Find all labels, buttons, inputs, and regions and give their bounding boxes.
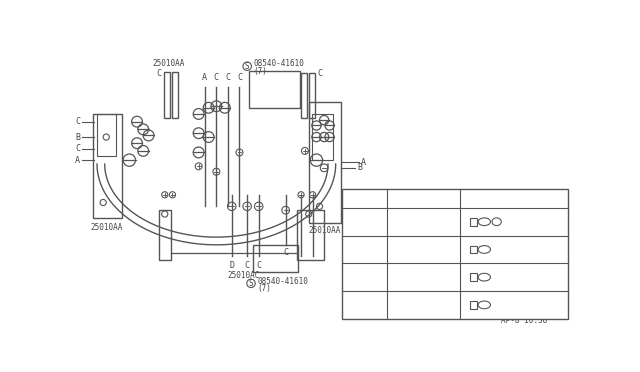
Text: A: A [361,217,367,227]
Text: C: C [237,73,242,82]
Text: AP-8 10:38: AP-8 10:38 [501,316,547,325]
Text: C: C [75,117,80,126]
Text: 08540-41610: 08540-41610 [257,276,308,286]
Text: C: C [283,248,288,257]
Text: C: C [214,73,219,82]
Bar [301,73,307,118]
Text: C: C [256,261,261,270]
Bar [159,210,171,260]
Text: C: C [156,70,161,78]
Bar [308,73,315,118]
Text: —24860P: —24860P [503,217,537,226]
Bar [93,114,122,218]
Bar [470,301,477,309]
Bar [164,71,170,118]
Text: 25010AA: 25010AA [308,227,341,235]
Bar [470,218,477,225]
Text: A: A [75,155,80,165]
Text: CODE NO.: CODE NO. [494,194,534,203]
Text: 25010AC: 25010AC [227,271,259,280]
Text: D: D [229,261,234,270]
Text: —24860PA: —24860PA [493,245,532,254]
Text: C: C [75,144,80,153]
Bar [253,245,298,272]
Bar [250,71,300,108]
Text: 14V-1.4W: 14V-1.4W [400,272,447,282]
Text: (7): (7) [257,284,271,293]
Text: 08540-41610: 08540-41610 [253,60,304,68]
Bar [297,210,324,260]
Text: A: A [361,158,366,167]
Text: (F/AIR BAG): (F/AIR BAG) [497,304,548,313]
Text: S: S [249,279,253,288]
Bar [342,189,568,319]
Text: 14V-3.4WL: 14V-3.4WL [397,244,450,254]
Bar [312,114,333,160]
Text: S: S [245,62,250,71]
Text: —24860PD: —24860PD [493,297,532,306]
Text: C: C [361,272,367,282]
Text: C: C [318,70,323,78]
Text: SPECIFICATION: SPECIFICATION [391,194,456,203]
Bar [97,114,116,156]
Bar [470,246,477,253]
Text: C: C [244,261,250,270]
Text: B: B [75,132,80,141]
Text: 14V-3.4W: 14V-3.4W [400,217,447,227]
Text: 25010AA: 25010AA [90,224,122,232]
Text: B: B [361,244,367,254]
Bar [470,273,477,281]
Text: —24860PB: —24860PB [493,273,532,282]
Bar [308,102,341,223]
Text: B: B [357,163,362,172]
Text: LOCATION: LOCATION [344,194,384,203]
Text: LED: LED [415,300,432,310]
Text: 25010AA: 25010AA [152,60,185,68]
Text: E: E [361,300,367,310]
Text: A: A [202,73,207,82]
Bar [172,71,178,118]
Text: C: C [225,73,230,82]
Text: (7): (7) [253,67,267,76]
